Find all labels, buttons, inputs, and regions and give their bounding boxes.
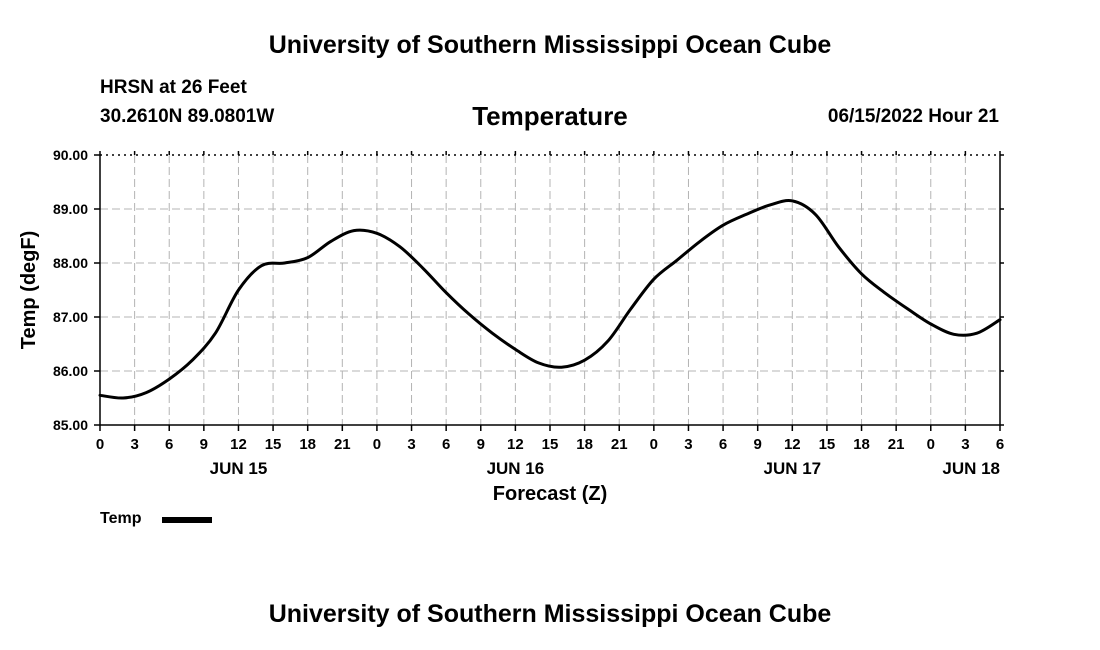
- x-tick-label: 3: [961, 436, 969, 453]
- y-tick-label: 85.00: [53, 417, 88, 433]
- x-tick-label: 18: [299, 436, 316, 453]
- x-tick-label: 18: [853, 436, 870, 453]
- x-tick-label: 18: [576, 436, 593, 453]
- y-tick-label: 89.00: [53, 201, 88, 217]
- y-tick-label: 88.00: [53, 255, 88, 271]
- y-tick-label: 86.00: [53, 363, 88, 379]
- station-label: HRSN at 26 Feet: [100, 77, 247, 98]
- legend-swatch: [162, 517, 212, 523]
- x-tick-label: 21: [888, 436, 905, 453]
- temp-series-line: [98, 199, 1002, 400]
- grid: [100, 155, 1000, 425]
- x-tick-label: 0: [96, 436, 104, 453]
- day-label: JUN 18: [942, 459, 1000, 478]
- x-tick-label: 6: [719, 436, 727, 453]
- y-tick-label: 87.00: [53, 309, 88, 325]
- x-tick-label: 12: [507, 436, 524, 453]
- x-tick-label: 3: [407, 436, 415, 453]
- y-axis-title: Temp (degF): [18, 231, 40, 350]
- x-tick-label: 0: [373, 436, 381, 453]
- coordinates-label: 30.2610N 89.0801W: [100, 106, 275, 127]
- day-label: JUN 15: [210, 459, 268, 478]
- x-tick-label: 0: [650, 436, 658, 453]
- chart-title: Temperature: [472, 101, 628, 131]
- x-tick-label: 12: [230, 436, 247, 453]
- series-layer: [98, 199, 1002, 400]
- x-tick-label: 3: [684, 436, 692, 453]
- x-tick-label: 15: [819, 436, 836, 453]
- x-tick-label: 6: [442, 436, 450, 453]
- x-tick-label: 0: [927, 436, 935, 453]
- legend-label: Temp: [100, 510, 142, 527]
- x-tick-label: 21: [334, 436, 351, 453]
- x-axis-title: Forecast (Z): [493, 483, 607, 505]
- date-hour-label: 06/15/2022 Hour 21: [827, 106, 999, 127]
- x-tick-label: 9: [754, 436, 762, 453]
- bottom-title: University of Southern Mississippi Ocean…: [268, 600, 832, 628]
- x-tick-label: 6: [996, 436, 1004, 453]
- day-label: JUN 17: [763, 459, 821, 478]
- x-tick-label: 9: [200, 436, 208, 453]
- top-title: University of Southern Mississippi Ocean…: [268, 31, 832, 59]
- day-label: JUN 16: [487, 459, 545, 478]
- y-tick-label: 90.00: [53, 147, 88, 163]
- x-tick-label: 12: [784, 436, 801, 453]
- x-tick-label: 3: [130, 436, 138, 453]
- axes: 0 3 6 9 12 15 18 21 0 3 6 9 12 15 18 21 0 3 6 9 12 15 18 21 0 3 6 8…: [18, 147, 1004, 505]
- x-tick-label: 6: [165, 436, 173, 453]
- x-tick-label: 21: [611, 436, 628, 453]
- x-tick-label: 9: [477, 436, 485, 453]
- x-tick-label: 15: [265, 436, 282, 453]
- x-tick-label: 15: [542, 436, 559, 453]
